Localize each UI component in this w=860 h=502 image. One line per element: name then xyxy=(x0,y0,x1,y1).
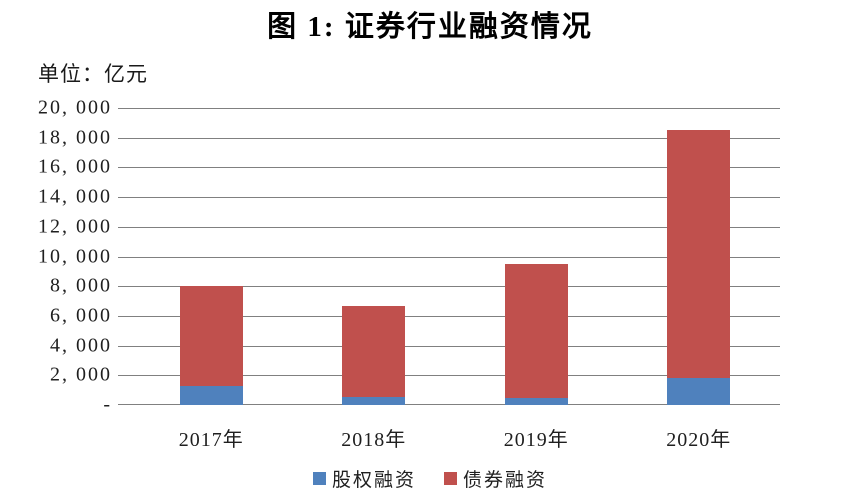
y-tick-label: 20, 000 xyxy=(38,96,112,119)
gridline xyxy=(118,404,780,405)
gridline xyxy=(118,256,780,258)
x-tick-label-2020: 2020年 xyxy=(666,429,732,451)
bar-2018 xyxy=(342,305,405,405)
gridline xyxy=(118,286,780,288)
bar-2020 xyxy=(667,130,730,405)
y-tick-label: 12, 000 xyxy=(38,215,112,238)
bar-segment-equity-2018 xyxy=(342,397,405,405)
gridline xyxy=(118,226,780,228)
legend-swatch-bond-icon xyxy=(444,472,457,485)
legend-swatch-equity-icon xyxy=(312,472,326,485)
unit-label: 单位：亿元 xyxy=(38,62,148,86)
gridline xyxy=(118,345,780,347)
y-tick-label: 10, 000 xyxy=(38,245,112,267)
y-tick-label: 4, 000 xyxy=(50,334,112,357)
legend-label-equity: 股权融资 xyxy=(331,470,416,491)
bar-segment-bond-2017 xyxy=(180,286,243,387)
gridline xyxy=(118,108,780,109)
y-tick-label: 18, 000 xyxy=(38,126,112,149)
bar-segment-bond-2019 xyxy=(505,263,568,399)
y-axis: 20, 000 18, 000 16, 000 14, 000 12, 000 10, 0… xyxy=(0,97,112,416)
y-tick-label: 16, 000 xyxy=(38,155,112,178)
gridline xyxy=(118,197,780,199)
bar-segment-equity-2019 xyxy=(505,398,568,405)
bar-segment-equity-2020 xyxy=(667,377,730,405)
x-tick-label-2018: 2018年 xyxy=(341,429,407,451)
y-tick-label: 14, 000 xyxy=(38,185,112,208)
gridline xyxy=(118,375,780,377)
bar-2019 xyxy=(505,263,568,405)
gridline xyxy=(118,315,780,317)
gridline xyxy=(118,137,780,139)
bar-segment-bond-2018 xyxy=(342,305,405,398)
chart-title: 图 1: 证券行业融资情况 xyxy=(267,11,593,43)
legend-item-equity: 股权融资 xyxy=(312,465,416,492)
legend-item-bond: 债券融资 xyxy=(444,465,547,492)
legend-label-bond: 债券融资 xyxy=(463,470,548,491)
legend: 股权融资 债券融资 xyxy=(0,465,860,492)
plot-area xyxy=(118,108,780,405)
y-tick-label: 2, 000 xyxy=(50,363,112,386)
bar-segment-equity-2017 xyxy=(180,386,243,405)
y-tick-label: 6, 000 xyxy=(50,304,112,327)
y-tick-label: 8, 000 xyxy=(50,274,112,297)
gridline xyxy=(118,167,780,169)
y-tick-label: - xyxy=(103,393,112,416)
x-axis: 2017年 2018年 2019年 2020年 xyxy=(130,423,780,452)
bar-2017 xyxy=(180,286,243,405)
x-tick-label-2019: 2019年 xyxy=(503,429,569,451)
x-tick-label-2017: 2017年 xyxy=(178,429,244,451)
bar-segment-bond-2020 xyxy=(667,130,730,378)
